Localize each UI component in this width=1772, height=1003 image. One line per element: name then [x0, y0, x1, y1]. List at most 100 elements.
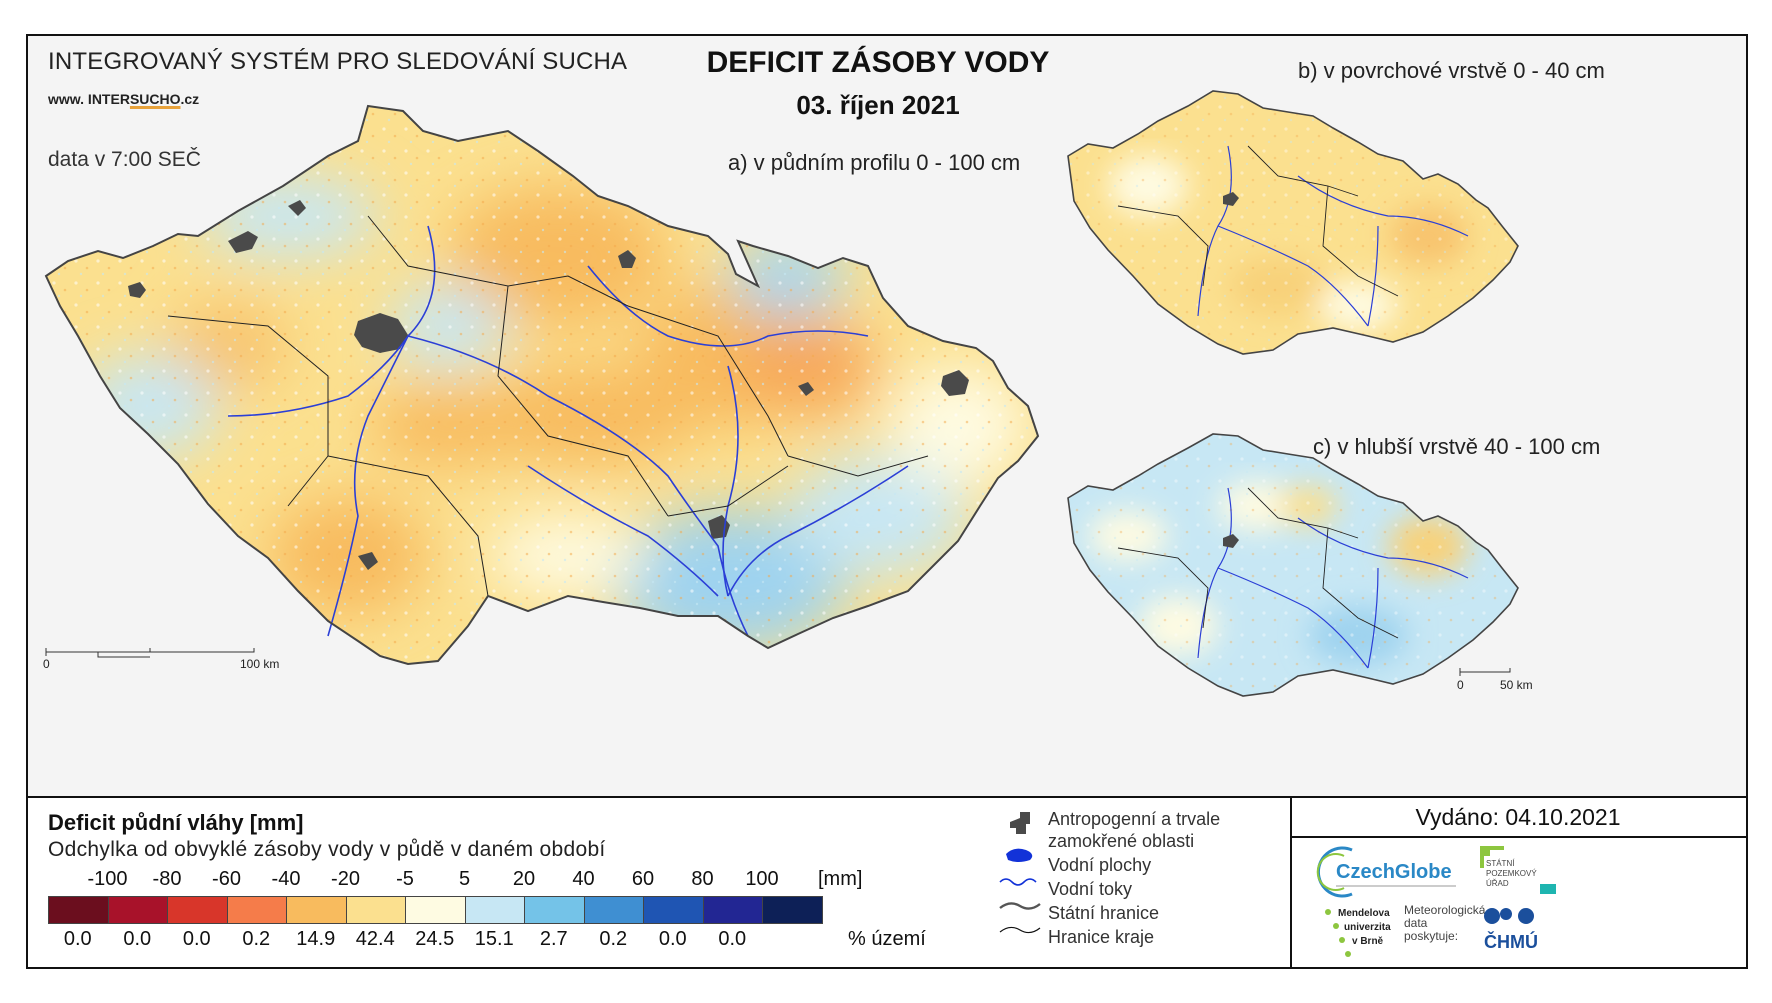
legend-color-box	[286, 896, 347, 924]
legend-color-box	[107, 896, 168, 924]
legend-color-box	[464, 896, 525, 924]
meteo-line-1: Meteorologická	[1404, 903, 1486, 917]
issue-box	[1290, 798, 1746, 838]
legend-tick-label: 20	[512, 868, 536, 890]
legend-color-box	[167, 896, 228, 924]
map-a-scale-end: 100 km	[240, 657, 280, 671]
legend-percent-unit: % území	[848, 928, 926, 950]
map-a-rivers	[227, 225, 909, 637]
map-a-scale-zero: 0	[43, 657, 50, 671]
rivers-label: Vodní toky	[1048, 879, 1133, 899]
legend-tick-label: 5	[458, 868, 471, 890]
map-a-scale-bar	[45, 648, 255, 658]
map-b-raster	[1068, 91, 1518, 354]
map-canvas	[44, 90, 1519, 697]
map-a-state-border	[44, 104, 1040, 666]
legend-tick-label: -5	[396, 868, 414, 890]
urban-icon	[1010, 812, 1030, 834]
map-c-state-border	[1067, 433, 1519, 697]
river-icon	[999, 878, 1037, 886]
map-a-label: a) v půdním profilu 0 - 100 cm	[728, 150, 1021, 175]
map-b-label: b) v povrchové vrstvě 0 - 40 cm	[1298, 58, 1605, 83]
legend-tick-label: -60	[212, 868, 241, 890]
legend-percent-label: 14.9	[296, 928, 336, 950]
map-b-rivers	[1197, 145, 1469, 327]
legend-percent-label: 0.0	[658, 928, 687, 950]
legend-percent-label: 15.1	[474, 928, 514, 950]
page-title: DEFICIT ZÁSOBY VODY	[706, 46, 1050, 79]
legend-color-box	[583, 896, 644, 924]
legend-percent-label: 0.0	[123, 928, 152, 950]
legend-color-scale: 0.0 0.0 0.0 0.2 14.9 42.4 24.5 15.1 2.7 0.2 0.0 0.0…	[48, 866, 948, 961]
region-border-label: Hranice kraje	[1048, 927, 1155, 947]
map-c-raster	[1068, 434, 1518, 696]
meteo-line-3: poskytuje:	[1404, 929, 1459, 943]
partner-logos: CzechGlobe STÁTNÍ POZEMKOVÝ ÚŘAD Mendelo…	[1290, 838, 1746, 967]
legend-color-box	[345, 896, 406, 924]
legend-color-box	[226, 896, 287, 924]
legend-color-box	[643, 896, 704, 924]
legend-title: Deficit půdní vláhy [mm]	[48, 810, 304, 835]
map-a-region-borders	[167, 215, 929, 597]
legend-percent-label: 0.0	[718, 928, 747, 950]
czechglobe-logo: CzechGlobe	[1316, 846, 1456, 898]
map-c-label: c) v hlubší vrstvě 40 - 100 cm	[1313, 434, 1601, 459]
map-c-urban	[1223, 534, 1239, 548]
legend-color-box	[48, 896, 109, 924]
report-date: 03. říjen 2021	[796, 90, 960, 120]
spu-logo: STÁTNÍ POZEMKOVÝ ÚŘAD	[1480, 846, 1537, 888]
meteo-provider-text: Meteorologická data poskytuje:	[1404, 904, 1485, 943]
legend-unit: [mm]	[818, 868, 863, 890]
state-border-label: Státní hranice	[1048, 903, 1160, 923]
water-bodies-label: Vodní plochy	[1048, 855, 1152, 875]
map-c-scale-zero: 0	[1457, 678, 1464, 692]
legend-tick-label: 60	[631, 868, 655, 890]
state-border-icon	[999, 902, 1041, 910]
legend-percent-label: 0.0	[63, 928, 92, 950]
legend-tick-label: -40	[271, 868, 301, 890]
map-b-state-border	[1067, 90, 1519, 355]
mendel-text-3: v Brně	[1352, 936, 1384, 947]
legend-tick-label: 100	[745, 868, 779, 890]
czechglobe-text: CzechGlobe	[1336, 861, 1452, 883]
map-a-urban-areas	[128, 200, 969, 570]
website-suffix: .cz	[180, 91, 200, 107]
legend-tick-label: 80	[691, 868, 714, 890]
legend-tick-label: -100	[87, 868, 128, 890]
legend-percent-label: 42.4	[355, 928, 395, 950]
map-c-rivers	[1197, 487, 1469, 669]
mendel-logo: Mendelova univerzita v Brně	[1325, 908, 1391, 957]
legend-color-box	[405, 896, 466, 924]
mendel-text-2: univerzita	[1344, 922, 1391, 933]
water-body-icon	[1006, 848, 1033, 862]
legend-subtitle: Odchylka od obvyklé zásoby vody v půdě v…	[48, 838, 606, 861]
chmu-logo: ČHMÚ	[1484, 908, 1538, 952]
issue-date: Vydáno: 04.10.2021	[1415, 804, 1621, 830]
legend-color-box	[762, 896, 823, 924]
map-b-region-borders	[1117, 145, 1399, 297]
map-b-urban	[1223, 192, 1239, 206]
spu-square-icon	[1540, 884, 1556, 894]
urban-label-line2: zamokřené oblasti	[1048, 831, 1195, 851]
legend-tick-label: 40	[572, 868, 595, 890]
system-title: INTEGROVANÝ SYSTÉM PRO SLEDOVÁNÍ SUCHA	[48, 48, 628, 75]
meteo-line-2: data	[1404, 916, 1428, 930]
legend-color-box	[702, 896, 763, 924]
spu-text-2: POZEMKOVÝ	[1486, 869, 1537, 878]
website-link[interactable]: www. INTERSUCHO.cz	[48, 91, 199, 107]
website-highlight: SUCHO	[129, 91, 181, 107]
region-border-icon	[999, 926, 1041, 934]
legend-percent-label: 0.2	[242, 928, 271, 950]
map-c-scale-end: 50 km	[1500, 678, 1533, 692]
legend-percent-label: 0.0	[182, 928, 211, 950]
spu-text-3: ÚŘAD	[1486, 879, 1509, 888]
map-c-scale-bar	[1459, 668, 1511, 676]
urban-label-line1: Antropogenní a trvale	[1048, 809, 1221, 829]
chmu-text: ČHMÚ	[1484, 931, 1538, 952]
legend-panel: Deficit půdní vláhy [mm] Odchylka od obv…	[28, 798, 1746, 967]
map-a-raster	[46, 106, 1038, 664]
legend-tick-label: -20	[331, 868, 360, 890]
legend-percent-label: 2.7	[539, 928, 568, 950]
spu-text-1: STÁTNÍ	[1486, 859, 1515, 868]
map-c-region-borders	[1117, 487, 1399, 639]
